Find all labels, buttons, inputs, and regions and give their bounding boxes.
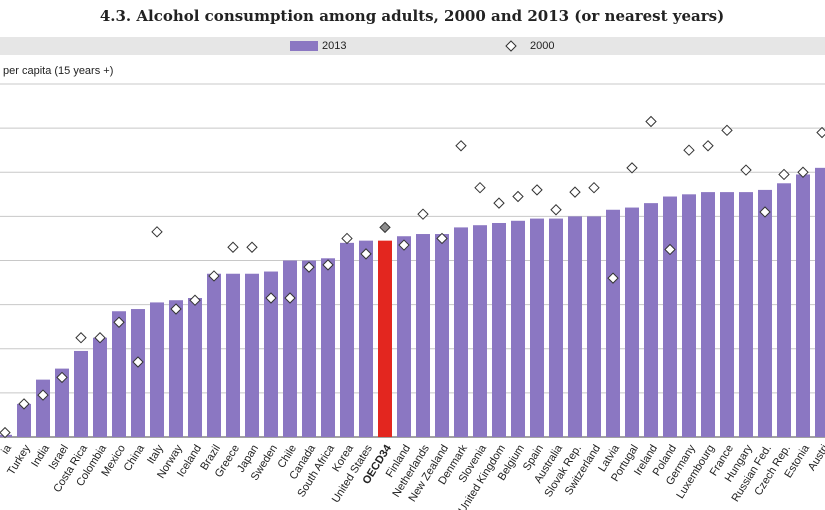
marker xyxy=(360,248,372,260)
bar xyxy=(245,273,259,437)
bar xyxy=(207,273,221,437)
bar xyxy=(283,260,297,437)
bar xyxy=(112,311,126,437)
bar xyxy=(416,234,430,437)
marker xyxy=(512,190,524,203)
marker xyxy=(189,294,201,306)
bar xyxy=(473,225,487,437)
marker xyxy=(588,181,600,194)
x-tick-label: China xyxy=(122,442,148,473)
marker xyxy=(607,272,619,284)
marker xyxy=(778,168,790,181)
bar xyxy=(17,403,31,437)
bar xyxy=(264,271,278,437)
marker xyxy=(683,144,695,156)
bar xyxy=(340,242,354,437)
marker xyxy=(550,204,562,216)
marker xyxy=(284,292,296,304)
bar xyxy=(606,209,620,437)
marker xyxy=(664,243,676,256)
marker xyxy=(531,184,543,196)
marker xyxy=(702,140,714,152)
bar xyxy=(302,260,316,437)
bar xyxy=(169,300,183,437)
legend-label: 2000 xyxy=(530,40,554,52)
bar xyxy=(549,218,563,437)
bar xyxy=(720,192,734,437)
y-axis-label: per capita (15 years +) xyxy=(3,65,113,77)
bar xyxy=(815,167,825,437)
marker xyxy=(816,126,825,139)
marker xyxy=(626,162,638,174)
bar xyxy=(397,236,411,437)
marker xyxy=(18,398,30,410)
marker xyxy=(645,115,657,128)
bar xyxy=(131,309,145,437)
bar xyxy=(378,240,392,437)
marker xyxy=(322,259,334,271)
bar xyxy=(511,220,525,437)
bar xyxy=(55,368,69,437)
marker xyxy=(56,371,68,384)
marker xyxy=(75,332,87,344)
marker xyxy=(379,221,391,234)
bar xyxy=(644,203,658,437)
bar xyxy=(682,194,696,437)
marker xyxy=(721,124,733,137)
x-tick-label: ia xyxy=(0,442,14,456)
bar xyxy=(36,379,50,437)
legend-label: 2013 xyxy=(322,40,346,52)
marker xyxy=(113,316,125,328)
marker xyxy=(740,164,752,176)
bar xyxy=(435,234,449,437)
marker xyxy=(37,389,49,401)
marker xyxy=(398,239,410,251)
bar xyxy=(492,222,506,437)
legend-swatch xyxy=(505,40,517,52)
bar xyxy=(758,189,772,437)
bar xyxy=(226,273,240,437)
bar xyxy=(74,350,88,437)
marker xyxy=(265,292,277,304)
legend-band xyxy=(0,37,825,55)
marker xyxy=(151,226,163,238)
bar xyxy=(625,207,639,437)
bar xyxy=(150,302,164,437)
bar xyxy=(321,258,335,437)
marker xyxy=(759,206,771,218)
marker xyxy=(227,241,239,253)
marker xyxy=(569,186,581,198)
marker xyxy=(493,197,505,209)
bar xyxy=(796,174,810,438)
bar xyxy=(777,183,791,437)
bar xyxy=(701,192,715,437)
bar xyxy=(739,192,753,437)
bar xyxy=(663,196,677,437)
marker xyxy=(170,303,182,315)
bar xyxy=(530,218,544,437)
marker xyxy=(132,356,144,368)
marker xyxy=(436,232,448,245)
marker xyxy=(797,166,809,178)
bar xyxy=(188,298,202,437)
marker xyxy=(0,426,11,439)
marker xyxy=(246,241,258,253)
marker xyxy=(303,261,315,273)
marker xyxy=(417,208,429,220)
marker xyxy=(94,332,106,344)
bar xyxy=(359,240,373,437)
chart-title: 4.3. Alcohol consumption among adults, 2… xyxy=(100,7,724,25)
bar xyxy=(587,216,601,437)
marker xyxy=(208,270,220,282)
marker xyxy=(341,232,353,245)
bar xyxy=(454,227,468,437)
marker xyxy=(474,181,486,194)
bar xyxy=(93,337,107,437)
marker xyxy=(455,140,467,152)
legend-swatch xyxy=(290,41,318,51)
bar xyxy=(568,216,582,437)
